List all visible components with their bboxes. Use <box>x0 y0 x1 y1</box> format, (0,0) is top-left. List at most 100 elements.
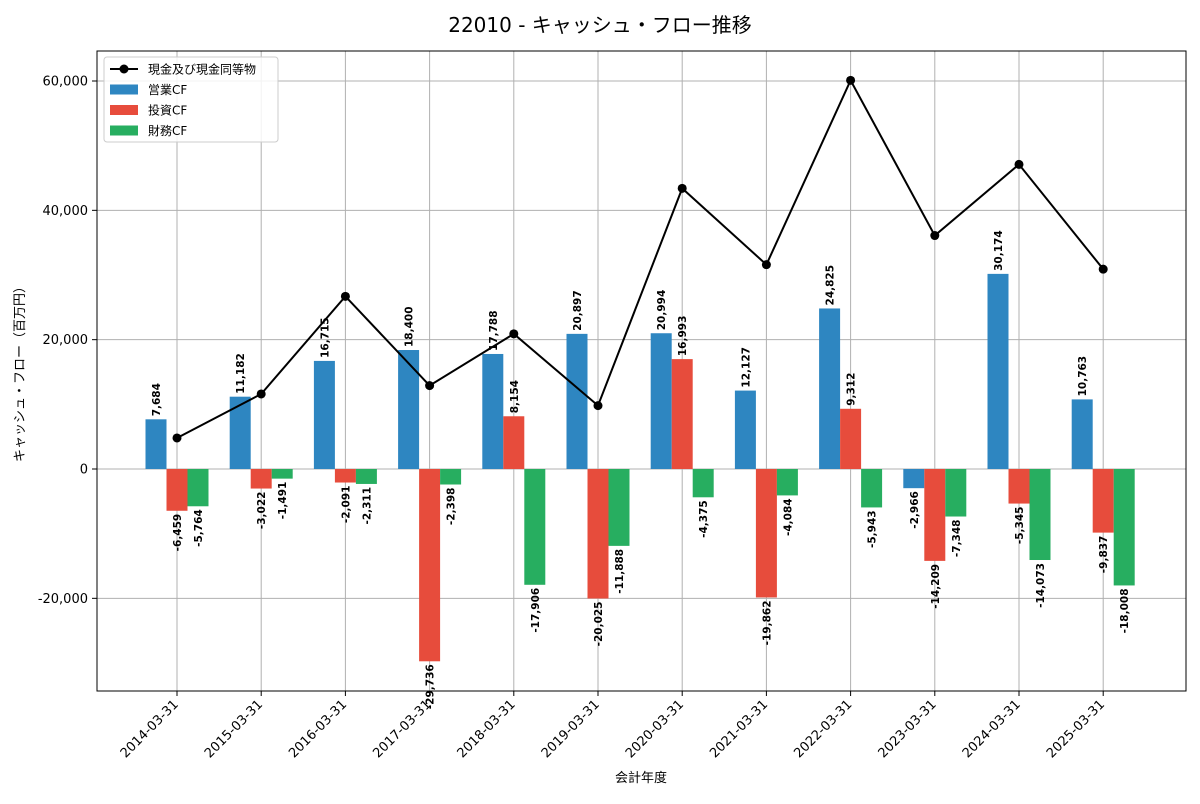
bar <box>987 273 1009 469</box>
cash-point <box>509 329 519 339</box>
y-tick-label: 60,000 <box>43 75 89 90</box>
data-label: 24,825 <box>825 265 837 306</box>
bar <box>355 469 377 484</box>
cash-point <box>593 401 603 411</box>
data-label: -14,073 <box>1035 563 1047 608</box>
bar <box>903 469 925 489</box>
bar <box>671 359 693 469</box>
bar <box>524 469 546 585</box>
data-label: -11,888 <box>614 549 626 594</box>
cash-point <box>256 389 266 399</box>
bar <box>819 308 841 469</box>
data-label: -19,862 <box>761 600 773 645</box>
legend-label: 営業CF <box>148 83 187 97</box>
x-tick-label: 2022-03-31 <box>791 697 855 761</box>
cash-point <box>930 231 940 241</box>
x-tick-label: 2017-03-31 <box>370 697 434 761</box>
legend-swatch <box>110 105 138 115</box>
bar <box>776 469 798 496</box>
data-label: -3,022 <box>256 492 268 530</box>
bar <box>440 469 462 485</box>
data-label: -29,736 <box>425 664 437 709</box>
bars <box>145 273 1135 662</box>
data-label: -2,398 <box>446 488 458 526</box>
legend-label: 財務CF <box>148 123 187 138</box>
data-label: -4,375 <box>698 500 710 538</box>
cash-point <box>677 183 687 193</box>
bar <box>229 396 251 469</box>
x-tick-label: 2015-03-31 <box>202 697 266 761</box>
data-label: 30,174 <box>993 230 1005 271</box>
bar <box>250 469 272 489</box>
bar <box>187 469 209 507</box>
data-label: -9,837 <box>1098 536 1110 574</box>
data-label: -5,943 <box>867 510 879 548</box>
bar <box>166 469 188 511</box>
data-label: -17,906 <box>530 588 542 633</box>
data-label: -20,025 <box>593 601 605 646</box>
bar <box>1113 469 1135 586</box>
bar <box>861 469 883 508</box>
data-label: -2,966 <box>909 491 921 529</box>
bar <box>566 333 588 469</box>
chart-title: 22010 - キャッシュ・フロー推移 <box>448 13 752 37</box>
cash-point <box>340 291 350 301</box>
x-axis-label: 会計年度 <box>615 770 667 786</box>
bar <box>692 469 714 498</box>
data-label: 16,993 <box>677 316 689 357</box>
y-tick-label: 20,000 <box>43 333 89 348</box>
data-label: 20,897 <box>572 290 584 331</box>
data-label: -7,348 <box>951 520 963 558</box>
cash-point <box>1098 264 1108 274</box>
data-label: -6,459 <box>172 514 184 552</box>
x-tick-label: 2021-03-31 <box>707 697 771 761</box>
legend-swatch <box>110 84 138 95</box>
data-label: -2,311 <box>361 487 373 525</box>
x-tick-label: 2016-03-31 <box>286 697 350 761</box>
x-tick-label: 2014-03-31 <box>118 697 182 761</box>
data-label: 16,715 <box>319 317 331 358</box>
bar <box>334 469 356 483</box>
cash-point <box>425 381 435 391</box>
data-label: -1,491 <box>277 482 289 520</box>
bar <box>1092 469 1114 533</box>
data-label: -5,764 <box>193 509 205 547</box>
data-label: 18,400 <box>404 306 416 347</box>
x-tick-label: 2023-03-31 <box>876 697 940 761</box>
y-axis-label: キャッシュ・フロー（百万円） <box>13 280 28 462</box>
grid <box>97 51 1186 691</box>
legend-swatch <box>110 125 138 136</box>
cash-line <box>172 75 1108 443</box>
bar <box>1029 469 1051 561</box>
x-tick-label: 2025-03-31 <box>1044 697 1108 761</box>
data-label: -14,209 <box>930 564 942 609</box>
x-tick-label: 2019-03-31 <box>539 697 603 761</box>
data-label: 10,763 <box>1077 356 1089 397</box>
cash-point <box>761 260 771 270</box>
plot-frame <box>96 50 1187 692</box>
bar <box>734 390 756 469</box>
legend-label: 投資CF <box>148 103 187 118</box>
bar <box>1008 469 1030 504</box>
y-tick-label: 40,000 <box>43 204 89 219</box>
bar <box>650 333 672 469</box>
bar <box>419 469 441 662</box>
bar <box>271 469 293 479</box>
bar <box>587 469 609 599</box>
data-label: 20,994 <box>656 290 668 331</box>
bar <box>503 416 525 469</box>
x-tick-label: 2024-03-31 <box>960 697 1024 761</box>
bar <box>313 360 335 469</box>
data-label: 8,154 <box>509 380 521 413</box>
data-label: 11,182 <box>235 353 247 394</box>
bar <box>145 419 167 469</box>
cash-point <box>846 75 856 85</box>
bar <box>1071 399 1093 469</box>
bar <box>482 353 504 469</box>
bar <box>840 408 862 469</box>
bar <box>755 469 777 598</box>
data-label: -2,091 <box>340 486 352 524</box>
x-tick-label: 2020-03-31 <box>623 697 687 761</box>
legend-box <box>103 56 279 143</box>
